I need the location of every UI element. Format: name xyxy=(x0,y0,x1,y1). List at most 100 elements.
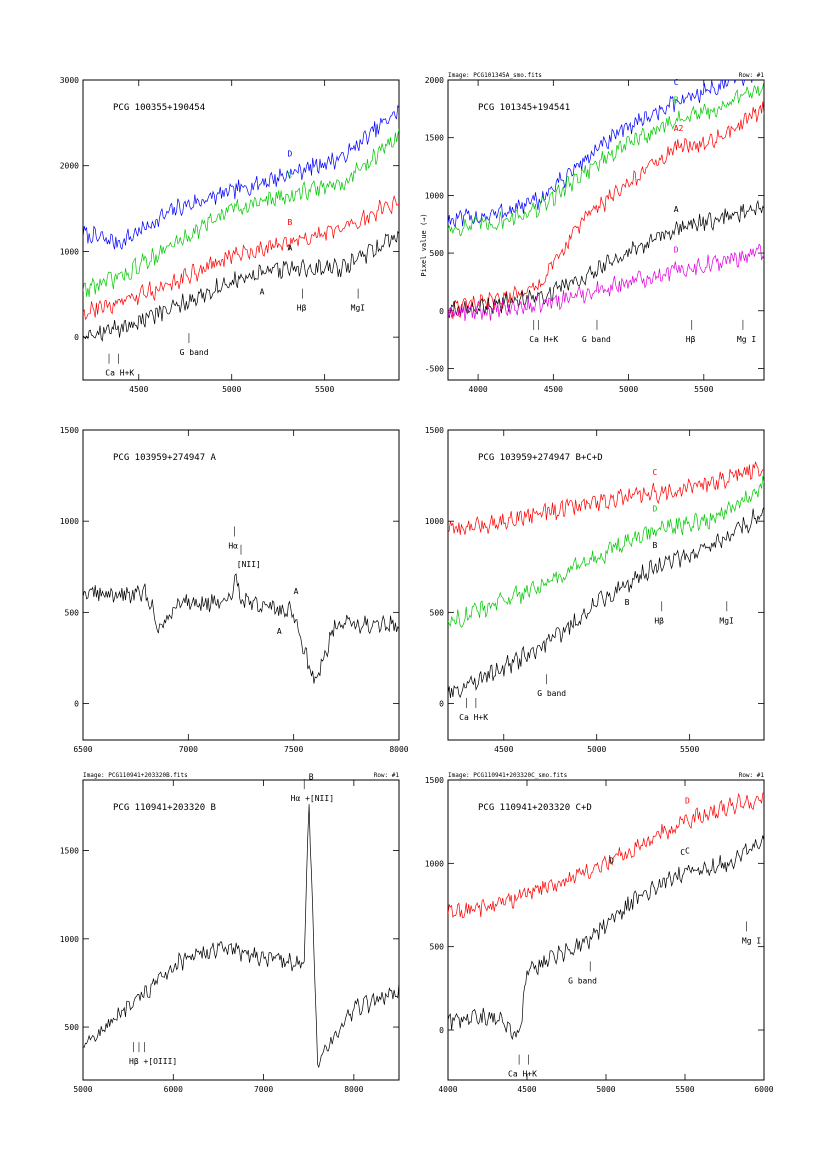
x-tick-label: 6000 xyxy=(754,1085,773,1094)
x-tick-label: 8000 xyxy=(344,1085,363,1094)
spectral-feature-label: Hβ xyxy=(686,335,696,344)
series-label-A: A xyxy=(294,587,299,596)
series-label-B: B xyxy=(652,541,657,550)
spectral-feature-label: Mg I xyxy=(742,936,761,945)
spectral-feature-label: Hα +[NII] xyxy=(291,794,334,803)
spectrum-line-C xyxy=(83,128,399,298)
spectral-feature-label: Hβ xyxy=(297,304,307,313)
y-tick-label: 500 xyxy=(430,249,445,258)
series-label-B: B xyxy=(309,773,314,782)
y-tick-label: 1500 xyxy=(425,134,444,143)
series-label-C: C xyxy=(287,171,292,180)
series-label-D: D xyxy=(674,245,679,254)
chart-title: PCG 110941+203320 C+D xyxy=(478,803,592,813)
plot-frame xyxy=(82,429,400,741)
spectrum-line-C xyxy=(448,80,753,229)
spectrum-line-C xyxy=(448,835,764,1041)
series-label-A: A xyxy=(287,244,292,253)
y-tick-label: 2000 xyxy=(60,162,79,171)
x-tick-label: 5000 xyxy=(587,745,606,754)
x-tick-label: 7000 xyxy=(179,745,198,754)
image-header-right: Row: #1 xyxy=(739,772,765,779)
y-tick-label: 0 xyxy=(439,307,444,316)
spectrum-line-A xyxy=(83,573,399,684)
spectral-feature-label: G band xyxy=(568,976,597,985)
spectral-feature-label: Ca H+K xyxy=(459,713,488,722)
chart-panel-top-right: 4000 4500 5000 5500 -500 0 500 1000 1500 2000 Imag… xyxy=(420,72,765,394)
y-tick-label: 1000 xyxy=(60,935,79,944)
chart-title: PCG 100355+190454 xyxy=(113,103,205,113)
image-header-left: Image: PCG101345A_smo.fits xyxy=(448,72,542,79)
series-label-D: D xyxy=(652,505,657,514)
y-tick-label: 500 xyxy=(65,1023,80,1032)
spectral-feature-label: Hβ xyxy=(654,616,664,625)
x-tick-label: 4500 xyxy=(129,385,148,394)
x-tick-label: 4000 xyxy=(468,385,487,394)
y-tick-label: 500 xyxy=(430,608,445,617)
series-label-D: D xyxy=(287,149,292,158)
image-header-left: Image: PCG110941+203320C_smo.fits xyxy=(448,772,568,779)
x-tick-label: 5500 xyxy=(675,1085,694,1094)
spectrum-line-D xyxy=(448,243,764,322)
x-tick-label: 5000 xyxy=(73,1085,92,1094)
series-label-A2: A2 xyxy=(674,124,684,133)
x-tick-label: 5000 xyxy=(222,385,241,394)
spectrum-line-D xyxy=(448,476,764,628)
plot-frame xyxy=(447,429,765,741)
x-tick-label: 6500 xyxy=(73,745,92,754)
x-tick-label: 5500 xyxy=(315,385,334,394)
image-header-right: Row: #1 xyxy=(374,772,400,779)
plot-frame xyxy=(82,779,400,1081)
y-tick-label: 0 xyxy=(74,333,79,342)
spectrum-line-B xyxy=(83,194,399,321)
x-tick-label: 7000 xyxy=(254,1085,273,1094)
spectral-feature-label: G band xyxy=(180,348,209,357)
series-label-D: D xyxy=(685,797,690,806)
chart-panel-top-left: 4500 5000 5500 0 1000 2000 3000 PCG 100355+1904… xyxy=(60,76,400,394)
y-tick-label: 500 xyxy=(430,943,445,952)
y-tick-label: 1500 xyxy=(425,426,444,435)
y-tick-label: 1000 xyxy=(425,859,444,868)
y-tick-label: 1000 xyxy=(425,191,444,200)
spectral-feature-label: D xyxy=(609,856,614,865)
chart-title: PCG 110941+203320 B xyxy=(113,803,216,813)
plot-frame xyxy=(447,79,765,381)
y-tick-label: 1500 xyxy=(425,776,444,785)
spectral-feature-label: Ca H+K xyxy=(105,369,134,378)
spectral-feature-label: C xyxy=(680,848,685,857)
spectrum-line-A xyxy=(83,230,399,342)
spectrum-line-C xyxy=(448,461,764,535)
chart-title: PCG 103959+274947 B+C+D xyxy=(478,453,603,463)
spectral-feature-label: G band xyxy=(537,689,566,698)
spectral-feature-label: [NII] xyxy=(237,560,261,569)
spectrum-line-D xyxy=(83,104,399,251)
chart-title: PCG 103959+274947 A xyxy=(113,453,217,463)
image-header-right: Row: #1 xyxy=(739,72,765,79)
series-label-C: C xyxy=(685,847,690,856)
y-tick-label: 1000 xyxy=(425,517,444,526)
chart-panel-bottom-right: 4000 4500 5000 5500 6000 0 500 1000 1500 Image: P… xyxy=(425,772,774,1094)
y-tick-label: 2000 xyxy=(425,76,444,85)
y-tick-label: 1000 xyxy=(60,247,79,256)
y-tick-label: 500 xyxy=(65,608,80,617)
y-tick-label: 1500 xyxy=(60,426,79,435)
x-tick-label: 5000 xyxy=(619,385,638,394)
series-label-B: B xyxy=(674,95,679,104)
spectral-feature-label: A xyxy=(277,627,282,636)
spectral-feature-label: G band xyxy=(582,335,611,344)
chart-title: PCG 101345+194541 xyxy=(478,103,570,113)
spectral-feature-label: Hα xyxy=(228,542,238,551)
y-tick-label: 0 xyxy=(439,1026,444,1035)
spectrum-line-B xyxy=(448,506,764,699)
series-label-C: C xyxy=(674,78,679,87)
x-tick-label: 7500 xyxy=(284,745,303,754)
spectrum-line-D xyxy=(448,792,764,919)
y-tick-label: 1500 xyxy=(60,847,79,856)
spectral-feature-label: Mg I xyxy=(737,335,756,344)
series-label-C: C xyxy=(652,468,657,477)
x-tick-label: 4000 xyxy=(438,1085,457,1094)
y-tick-label: 0 xyxy=(74,700,79,709)
y-tick-label: 1000 xyxy=(60,517,79,526)
spectral-feature-label: A xyxy=(260,287,265,296)
y-tick-label: 3000 xyxy=(60,76,79,85)
